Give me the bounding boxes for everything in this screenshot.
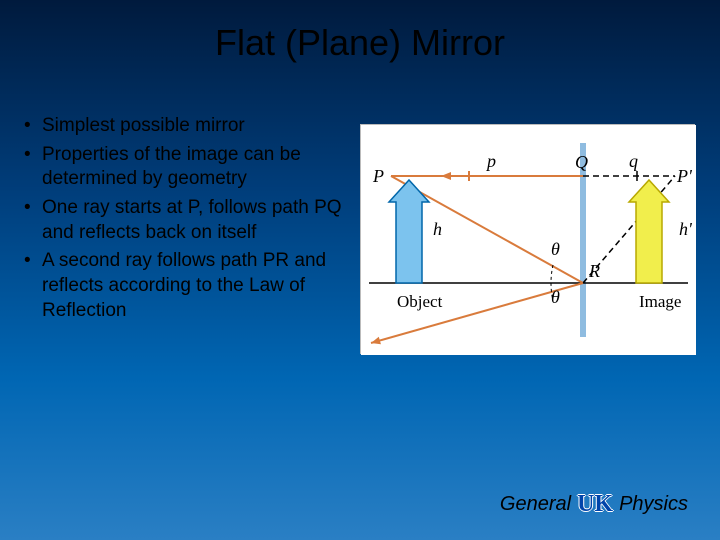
slide-title: Flat (Plane) Mirror (0, 0, 720, 64)
svg-text:q: q (629, 151, 638, 171)
content-area: Simplest possible mirror Properties of t… (0, 64, 720, 354)
footer-right: Physics (619, 493, 688, 516)
svg-text:R: R (588, 261, 600, 281)
svg-text:p: p (485, 151, 496, 171)
svg-text:Object: Object (397, 292, 443, 311)
bullet-item: A second ray follows path PR and reflect… (20, 249, 350, 323)
footer-left: General (500, 493, 571, 516)
mirror-diagram: P Q P' Rp q θ θ h h' Object Image (360, 124, 695, 354)
diagram-svg: P Q P' Rp q θ θ h h' Object Image (361, 125, 696, 355)
svg-text:h': h' (679, 219, 693, 239)
svg-text:P: P (372, 166, 384, 186)
bullet-list: Simplest possible mirror Properties of t… (20, 114, 350, 354)
logo-u: U (577, 491, 594, 518)
svg-text:h: h (433, 219, 442, 239)
diagram-container: P Q P' Rp q θ θ h h' Object Image (350, 114, 700, 354)
bullet-item: Simplest possible mirror (20, 114, 350, 139)
footer: General UK Physics (500, 491, 688, 518)
svg-text:θ: θ (551, 287, 560, 307)
bullet-item: Properties of the image can be determine… (20, 143, 350, 192)
svg-text:P': P' (676, 166, 693, 186)
logo-k: K (594, 491, 613, 518)
svg-text:Q: Q (575, 152, 588, 172)
svg-text:Image: Image (639, 292, 681, 311)
svg-text:θ: θ (551, 239, 560, 259)
bullet-item: One ray starts at P, follows path PQ and… (20, 196, 350, 245)
uk-logo: UK (577, 491, 613, 518)
